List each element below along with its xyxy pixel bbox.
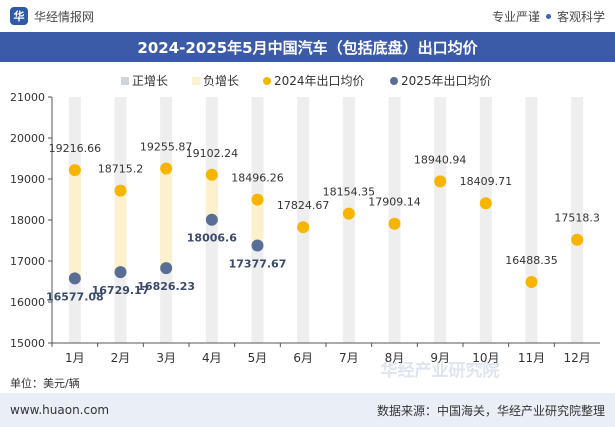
legend-label: 2024年出口均价 bbox=[274, 74, 365, 88]
data-label-2024: 18940.94 bbox=[414, 153, 467, 166]
unit-label: 单位：美元/辆 bbox=[10, 377, 80, 390]
point-2024 bbox=[251, 193, 264, 206]
watermark: 华经产业研究院 bbox=[381, 360, 500, 381]
data-label-2025: 16826.23 bbox=[137, 280, 195, 293]
chart-title: 2024-2025年5月中国汽车（包括底盘）出口均价 bbox=[0, 32, 615, 62]
data-label-2025: 16729.17 bbox=[92, 284, 150, 297]
point-2024 bbox=[571, 233, 584, 246]
x-tick-label: 1月 bbox=[65, 351, 85, 365]
point-2024 bbox=[205, 168, 218, 181]
point-2024 bbox=[342, 207, 355, 220]
legend-label: 正增长 bbox=[132, 74, 168, 88]
data-label-2025: 18006.6 bbox=[187, 232, 237, 245]
y-tick-label: 20000 bbox=[10, 132, 45, 145]
point-2024 bbox=[525, 275, 538, 288]
legend-marker bbox=[263, 77, 271, 85]
column-band bbox=[479, 97, 492, 343]
y-tick-label: 18000 bbox=[10, 214, 45, 227]
data-label-2024: 18496.26 bbox=[231, 172, 284, 185]
negative-growth-bar bbox=[114, 190, 127, 273]
point-2024 bbox=[160, 162, 173, 175]
data-label-2025: 16577.08 bbox=[46, 290, 104, 303]
x-tick-label: 12月 bbox=[564, 351, 591, 365]
tagline-right: 客观科学 bbox=[556, 9, 605, 24]
point-2024 bbox=[68, 164, 81, 177]
data-label-2024: 16488.35 bbox=[505, 254, 558, 267]
website-link[interactable]: www.huaon.com bbox=[10, 403, 110, 417]
point-2024 bbox=[434, 175, 447, 188]
point-2024 bbox=[297, 221, 310, 234]
legend-swatch bbox=[121, 77, 129, 85]
brand-name: 华经情报网 bbox=[34, 9, 95, 24]
footer-bar: www.huaon.com 数据来源：中国海关，华经产业研究院整理 bbox=[0, 393, 615, 427]
point-2025 bbox=[205, 213, 218, 226]
point-2025 bbox=[160, 262, 173, 275]
x-tick-label: 6月 bbox=[293, 351, 313, 365]
x-tick-label: 2月 bbox=[111, 351, 131, 365]
column-band bbox=[342, 97, 355, 343]
point-2024 bbox=[479, 197, 492, 210]
top-bar: 华 华经情报网 专业严谨 客观科学 bbox=[0, 0, 615, 32]
data-label-2024: 19255.87 bbox=[140, 141, 193, 154]
tagline: 专业严谨 客观科学 bbox=[492, 8, 605, 25]
y-tick-label: 21000 bbox=[10, 91, 45, 104]
point-2025 bbox=[114, 266, 127, 279]
y-tick-label: 19000 bbox=[10, 173, 45, 186]
x-tick-label: 5月 bbox=[248, 351, 268, 365]
negative-growth-bar bbox=[251, 199, 264, 246]
x-tick-label: 3月 bbox=[156, 351, 176, 365]
x-tick-label: 7月 bbox=[339, 351, 359, 365]
data-label-2024: 17518.3 bbox=[554, 212, 600, 225]
column-band bbox=[571, 97, 584, 343]
data-label-2024: 18409.71 bbox=[460, 175, 513, 188]
data-label-2024: 19102.24 bbox=[186, 147, 239, 160]
bullet-icon bbox=[545, 13, 551, 19]
y-tick-label: 16000 bbox=[10, 296, 45, 309]
legend-label: 负增长 bbox=[203, 74, 239, 88]
brand-logo-icon: 华 bbox=[10, 7, 28, 25]
x-tick-label: 9月 bbox=[430, 351, 450, 365]
point-2025 bbox=[68, 272, 81, 285]
x-tick-label: 11月 bbox=[518, 351, 545, 365]
negative-growth-bar bbox=[205, 174, 218, 220]
column-band bbox=[525, 97, 538, 343]
data-label-2024: 17824.67 bbox=[277, 199, 330, 212]
point-2024 bbox=[114, 184, 127, 197]
point-2025 bbox=[251, 239, 264, 252]
column-band bbox=[434, 97, 447, 343]
data-label-2024: 18154.35 bbox=[323, 186, 376, 199]
data-label-2024: 19216.66 bbox=[49, 142, 102, 155]
x-tick-label: 8月 bbox=[385, 351, 405, 365]
legend-marker bbox=[390, 77, 398, 85]
brand: 华 华经情报网 bbox=[10, 7, 94, 25]
legend-swatch bbox=[192, 77, 200, 85]
tagline-left: 专业严谨 bbox=[491, 9, 540, 24]
x-tick-label: 10月 bbox=[472, 351, 499, 365]
column-band bbox=[297, 97, 310, 343]
y-tick-label: 17000 bbox=[10, 255, 45, 268]
data-label-2024: 18715.2 bbox=[98, 163, 144, 176]
x-tick-label: 4月 bbox=[202, 351, 222, 365]
data-source: 数据来源：中国海关，华经产业研究院整理 bbox=[376, 403, 605, 418]
negative-growth-bar bbox=[160, 168, 173, 269]
data-label-2025: 17377.67 bbox=[229, 258, 287, 271]
y-tick-label: 15000 bbox=[10, 337, 45, 350]
legend-label: 2025年出口均价 bbox=[401, 74, 492, 88]
negative-growth-bar bbox=[68, 170, 81, 279]
data-label-2024: 17909.14 bbox=[368, 196, 421, 209]
point-2024 bbox=[388, 217, 401, 230]
